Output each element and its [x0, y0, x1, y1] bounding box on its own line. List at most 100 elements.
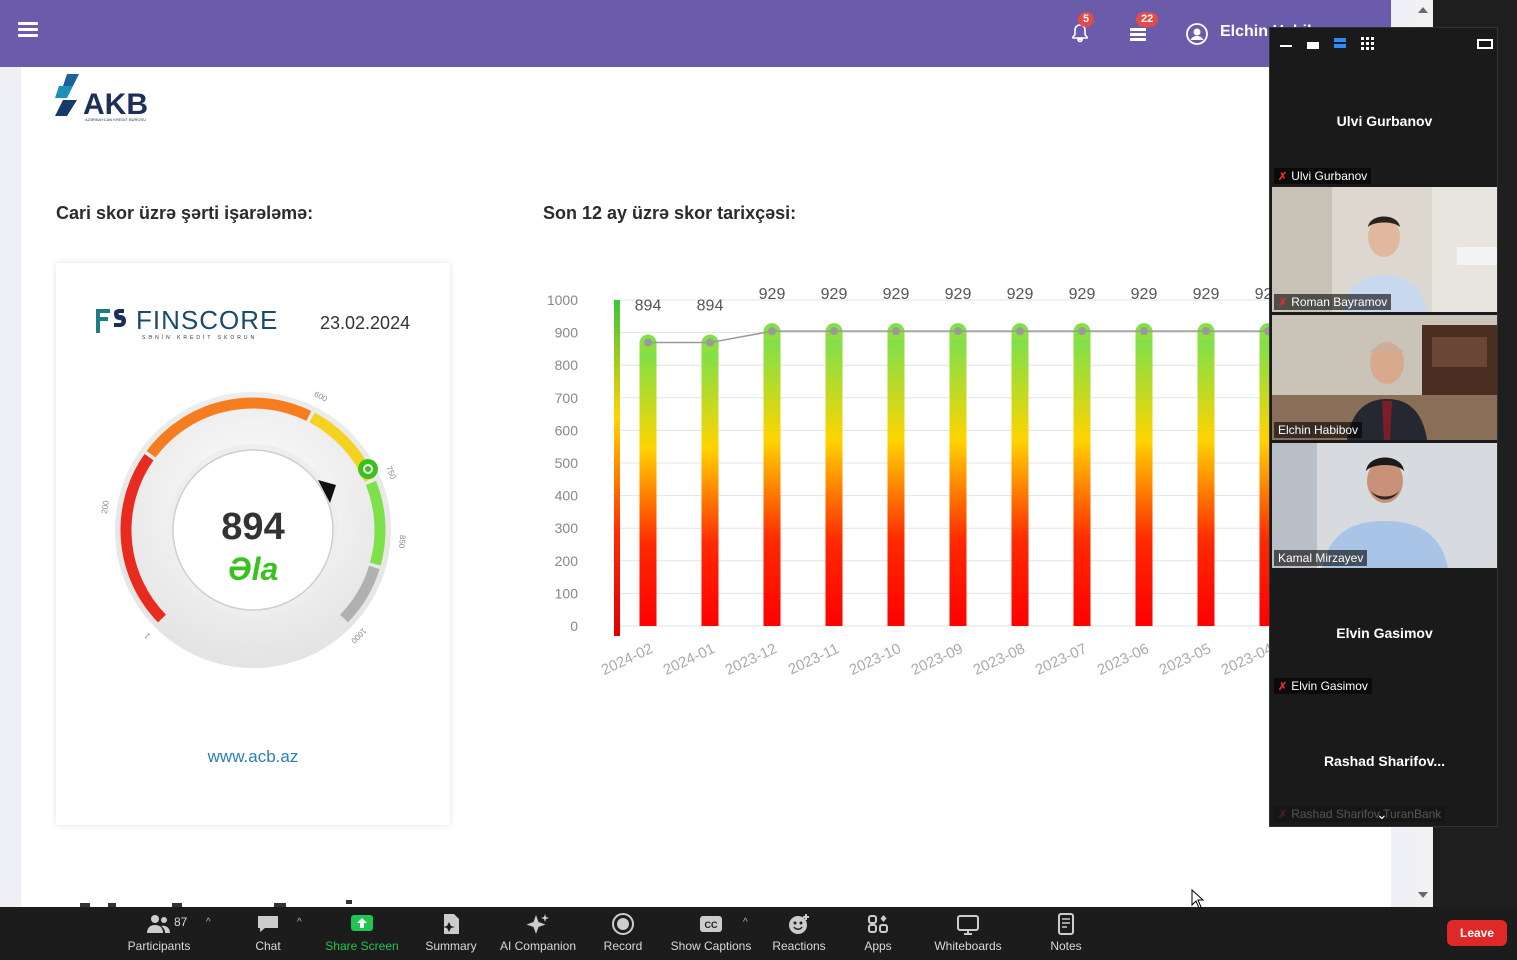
gauge-arc-segment	[340, 565, 380, 623]
chart-y-tick-label: 0	[570, 618, 578, 634]
score-card: FINSCORE SƏNİN KREDİT SKORUN 23.02.2024 …	[56, 263, 450, 825]
record-button[interactable]: Record	[600, 913, 646, 953]
hamburger-menu-icon[interactable]	[18, 22, 38, 40]
record-label: Record	[603, 939, 643, 953]
gauge-pointer-icon	[318, 480, 336, 503]
chart-point	[1078, 327, 1086, 336]
participant-name-tag: ✗ Ulvi Gurbanov	[1274, 168, 1372, 184]
share-screen-icon	[351, 915, 373, 931]
participants-button[interactable]: 87 Participants	[124, 913, 194, 953]
reactions-icon	[789, 914, 809, 934]
participants-caret-icon[interactable]: ^	[206, 917, 211, 928]
chart-bar-body	[949, 340, 967, 626]
chart-point	[768, 327, 776, 336]
participant-name-tag: ✗ Roman Bayramov	[1274, 294, 1392, 310]
participant-tile-roman[interactable]: ✗ Roman Bayramov	[1272, 187, 1497, 312]
participant-video	[1272, 443, 1497, 568]
chart-y-tick-label: 300	[555, 520, 579, 536]
chart-point	[1264, 327, 1270, 336]
view-strip-icon[interactable]	[1334, 38, 1346, 49]
chart-point	[830, 327, 838, 336]
gauge-tick-label: 1	[142, 631, 152, 641]
notes-button[interactable]: Notes	[1044, 913, 1088, 953]
chart-data-label: 894	[697, 298, 724, 315]
chart-y-tick-label: 500	[555, 455, 579, 471]
summary-button[interactable]: Summary	[420, 913, 482, 953]
summary-icon	[443, 914, 459, 934]
share-screen-label: Share Screen	[325, 939, 399, 953]
share-screen-button[interactable]: Share Screen	[324, 913, 400, 953]
chart-data-label: 929	[1007, 286, 1034, 303]
chart-x-tick-label: 2023-12	[723, 640, 780, 679]
notifications-bell-icon[interactable]: 5	[1068, 12, 1095, 46]
apps-button[interactable]: Apps	[858, 913, 898, 953]
participant-tile-kamal[interactable]: Kamal Mirzayev	[1272, 443, 1497, 568]
acb-website-link[interactable]: www.acb.az	[207, 747, 299, 766]
view-gallery-icon[interactable]	[1361, 37, 1375, 56]
participant-tile-elchin[interactable]: Elchin Habibov	[1272, 315, 1497, 440]
view-speaker-icon[interactable]	[1307, 42, 1319, 49]
chat-button[interactable]: Chat	[244, 913, 292, 953]
gauge-arc-segment	[146, 397, 312, 458]
chat-label: Chat	[255, 939, 281, 953]
participants-label: Participants	[127, 939, 191, 953]
chart-data-label: 929	[945, 286, 972, 303]
gauge-arc-segment	[120, 453, 166, 623]
reactions-button[interactable]: Reactions	[770, 913, 828, 953]
gauge-tick-label: 600	[313, 390, 329, 404]
akb-logo: AKB AZƏRBAYCAN KREDİT BÜROSU	[55, 68, 195, 124]
participant-display-name: Rashad Sharifov...	[1323, 753, 1446, 769]
user-account-icon[interactable]	[1185, 22, 1209, 46]
truncated-section-heading	[80, 900, 352, 907]
chart-bar-body	[1259, 340, 1270, 626]
participant-tile-elvin[interactable]: Elvin Gasimov ✗ Elvin Gasimov	[1272, 571, 1497, 696]
score-gauge: 1 200 600 750 850 1000	[100, 390, 407, 668]
summary-label: Summary	[425, 939, 477, 953]
scroll-down-chevron-icon[interactable]: ⌄	[1376, 806, 1388, 822]
reactions-label: Reactions	[772, 939, 826, 953]
chart-y-tick-label: 200	[555, 553, 579, 569]
participant-tile-ulvi[interactable]: Ulvi Gurbanov ✗ Ulvi Gurbanov	[1272, 61, 1497, 186]
leave-meeting-button[interactable]: Leave	[1447, 920, 1507, 946]
messages-count-badge: 22	[1136, 12, 1159, 27]
scroll-up-arrow-icon[interactable]	[1418, 7, 1428, 13]
finscore-logo-text: FINSCORE	[136, 305, 278, 335]
chart-x-tick-label: 2023-10	[847, 640, 904, 679]
notifications-count-badge: 5	[1078, 12, 1095, 27]
chart-data-label: 929	[759, 286, 786, 303]
ai-companion-button[interactable]: AI Companion	[496, 913, 580, 953]
muted-mic-icon: ✗	[1278, 170, 1288, 183]
page-left-margin	[0, 67, 21, 907]
participant-display-name: Elvin Gasimov	[1336, 625, 1433, 641]
participant-video	[1272, 187, 1497, 312]
chart-data-label: 929	[821, 286, 848, 303]
captions-caret-icon[interactable]: ^	[743, 917, 748, 928]
chart-x-tick-label: 2023-11	[786, 640, 842, 678]
chart-bar-body	[887, 340, 905, 626]
gauge-marker-icon	[358, 459, 378, 479]
chart-bar-body	[639, 351, 657, 626]
chart-x-tick-label: 2023-06	[1095, 640, 1152, 679]
muted-mic-icon: ✗	[1278, 808, 1288, 821]
score-history-chart: 0 100 200 300 400 500 600 700 800 900 1000 894 894 9…	[547, 286, 1270, 679]
score-rating-label: Əla	[227, 551, 279, 587]
participant-name-tag: Elchin Habibov	[1274, 422, 1363, 438]
minimize-panel-icon[interactable]	[1280, 45, 1292, 47]
chart-x-tick-label: 2023-04	[1219, 640, 1270, 679]
show-captions-button[interactable]: CC Show Captions	[668, 913, 754, 953]
messages-list-icon[interactable]: 22	[1126, 12, 1159, 46]
chart-point	[1016, 327, 1024, 336]
score-history-title: Son 12 ay üzrə skor tarixçəsi:	[543, 203, 797, 223]
gauge-tick-label: 850	[397, 535, 407, 550]
scroll-down-arrow-icon[interactable]	[1418, 892, 1428, 898]
captions-icon: CC	[700, 916, 722, 932]
chart-y-tick-label: 400	[555, 488, 579, 504]
chat-caret-icon[interactable]: ^	[297, 917, 302, 928]
finscore-logo: FINSCORE SƏNİN KREDİT SKORUN	[94, 303, 294, 343]
participant-tile-rashad[interactable]: Rashad Sharifov... ✗ Rashad Sharifov Tura…	[1272, 699, 1497, 824]
gauge-tick-label: 750	[384, 465, 398, 481]
whiteboards-button[interactable]: Whiteboards	[928, 913, 1008, 953]
chart-y-tick-label: 600	[555, 422, 579, 438]
pop-out-panel-icon[interactable]	[1477, 39, 1493, 49]
chart-x-tick-label: 2023-08	[971, 640, 1028, 679]
